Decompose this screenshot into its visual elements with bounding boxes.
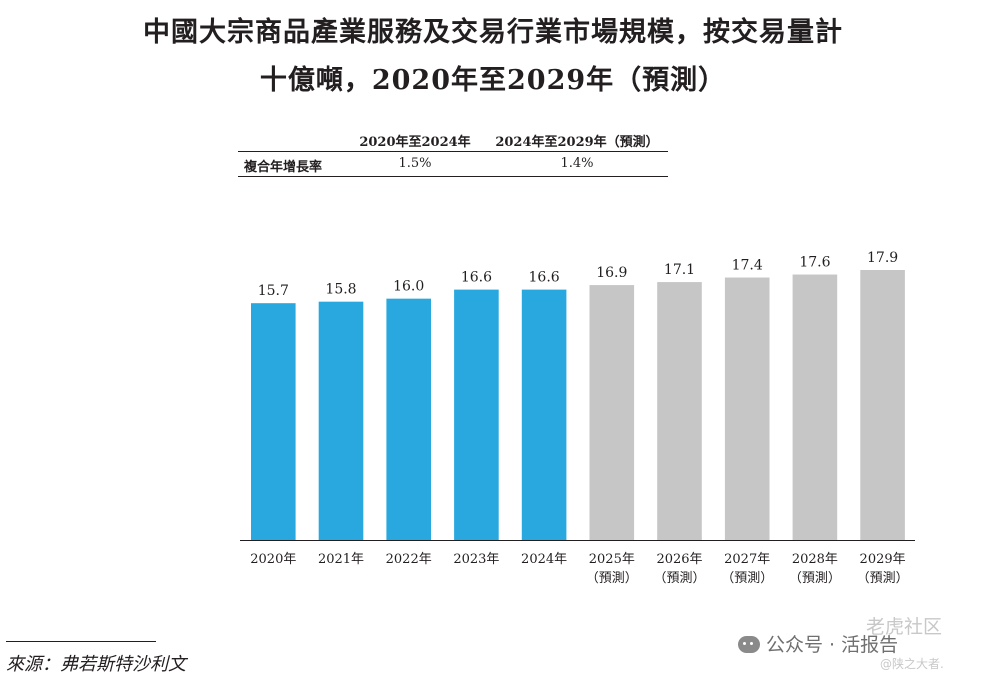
x-tick-label: 2027年 [724,552,770,567]
chart-title-line1: 中國大宗商品產業服務及交易行業市場規模，按交易量計 [143,17,843,48]
cagr-header-period1: 2020年至2024年 [359,135,471,150]
x-tick-forecast-note: （預測） [721,571,773,586]
data-label-2024年: 16.6 [529,270,560,286]
x-tick-label: 2024年 [521,552,567,567]
data-label-2028年: 17.6 [799,255,830,271]
data-label-2020年: 15.7 [258,283,289,299]
bar-2021年 [318,301,364,540]
x-tick-label: 2028年 [792,552,838,567]
x-tick-label: 2029年 [860,552,906,567]
source-divider [6,641,156,642]
x-tick-label: 2026年 [656,552,702,567]
cagr-value-period1: 1.5% [398,156,432,171]
x-tick-forecast-note: （預測） [789,571,841,586]
bar-2023年 [454,289,499,540]
cagr-header-period2: 2024年至2029年（預測） [495,135,659,150]
data-label-2026年: 17.1 [664,262,695,278]
bar-2025年 [589,285,635,540]
x-tick-label: 2020年 [250,552,296,567]
x-tick-forecast-note: （預測） [857,571,909,586]
bar-2026年 [657,282,702,540]
data-label-2025年: 16.9 [596,265,627,281]
bar-2022年 [386,298,431,540]
watermark: 公众号 · 活报告 [738,630,898,657]
x-tick-label: 2022年 [386,552,432,567]
bar-2024年 [521,289,567,540]
x-tick-label: 2025年 [589,552,635,567]
data-label-2023年: 16.6 [461,270,492,286]
data-label-2022年: 16.0 [393,279,424,295]
data-label-2029年: 17.9 [867,250,898,266]
x-tick-label: 2023年 [453,552,499,567]
x-tick-forecast-note: （預測） [653,571,705,586]
watermark-handle: @陕之大者. [880,657,944,671]
watermark-text: 公众号 · 活报告 [766,634,899,656]
cagr-row-label: 複合年增長率 [244,160,323,175]
data-label-2021年: 15.8 [325,282,356,298]
cagr-table-row: 複合年增長率 1.5% 1.4% [238,152,668,177]
data-label-2027年: 17.4 [732,258,763,274]
chart-source: 來源：弗若斯特沙利文 [6,654,186,675]
chart-title-line2: 十億噸，2020年至2029年（預測） [259,65,727,96]
x-tick-label: 2021年 [318,552,364,567]
bar-2029年 [860,270,905,540]
bar-2027年 [724,277,770,540]
cagr-value-period2: 1.4% [560,156,594,171]
x-tick-forecast-note: （預測） [586,571,638,586]
wechat-icon [738,636,760,653]
cagr-table-header: 2020年至2024年 2024年至2029年（預測） [238,127,668,152]
watermark-overlay: 老虎社区 [866,616,943,638]
bar-2020年 [251,303,296,540]
bar-2028年 [792,274,838,540]
